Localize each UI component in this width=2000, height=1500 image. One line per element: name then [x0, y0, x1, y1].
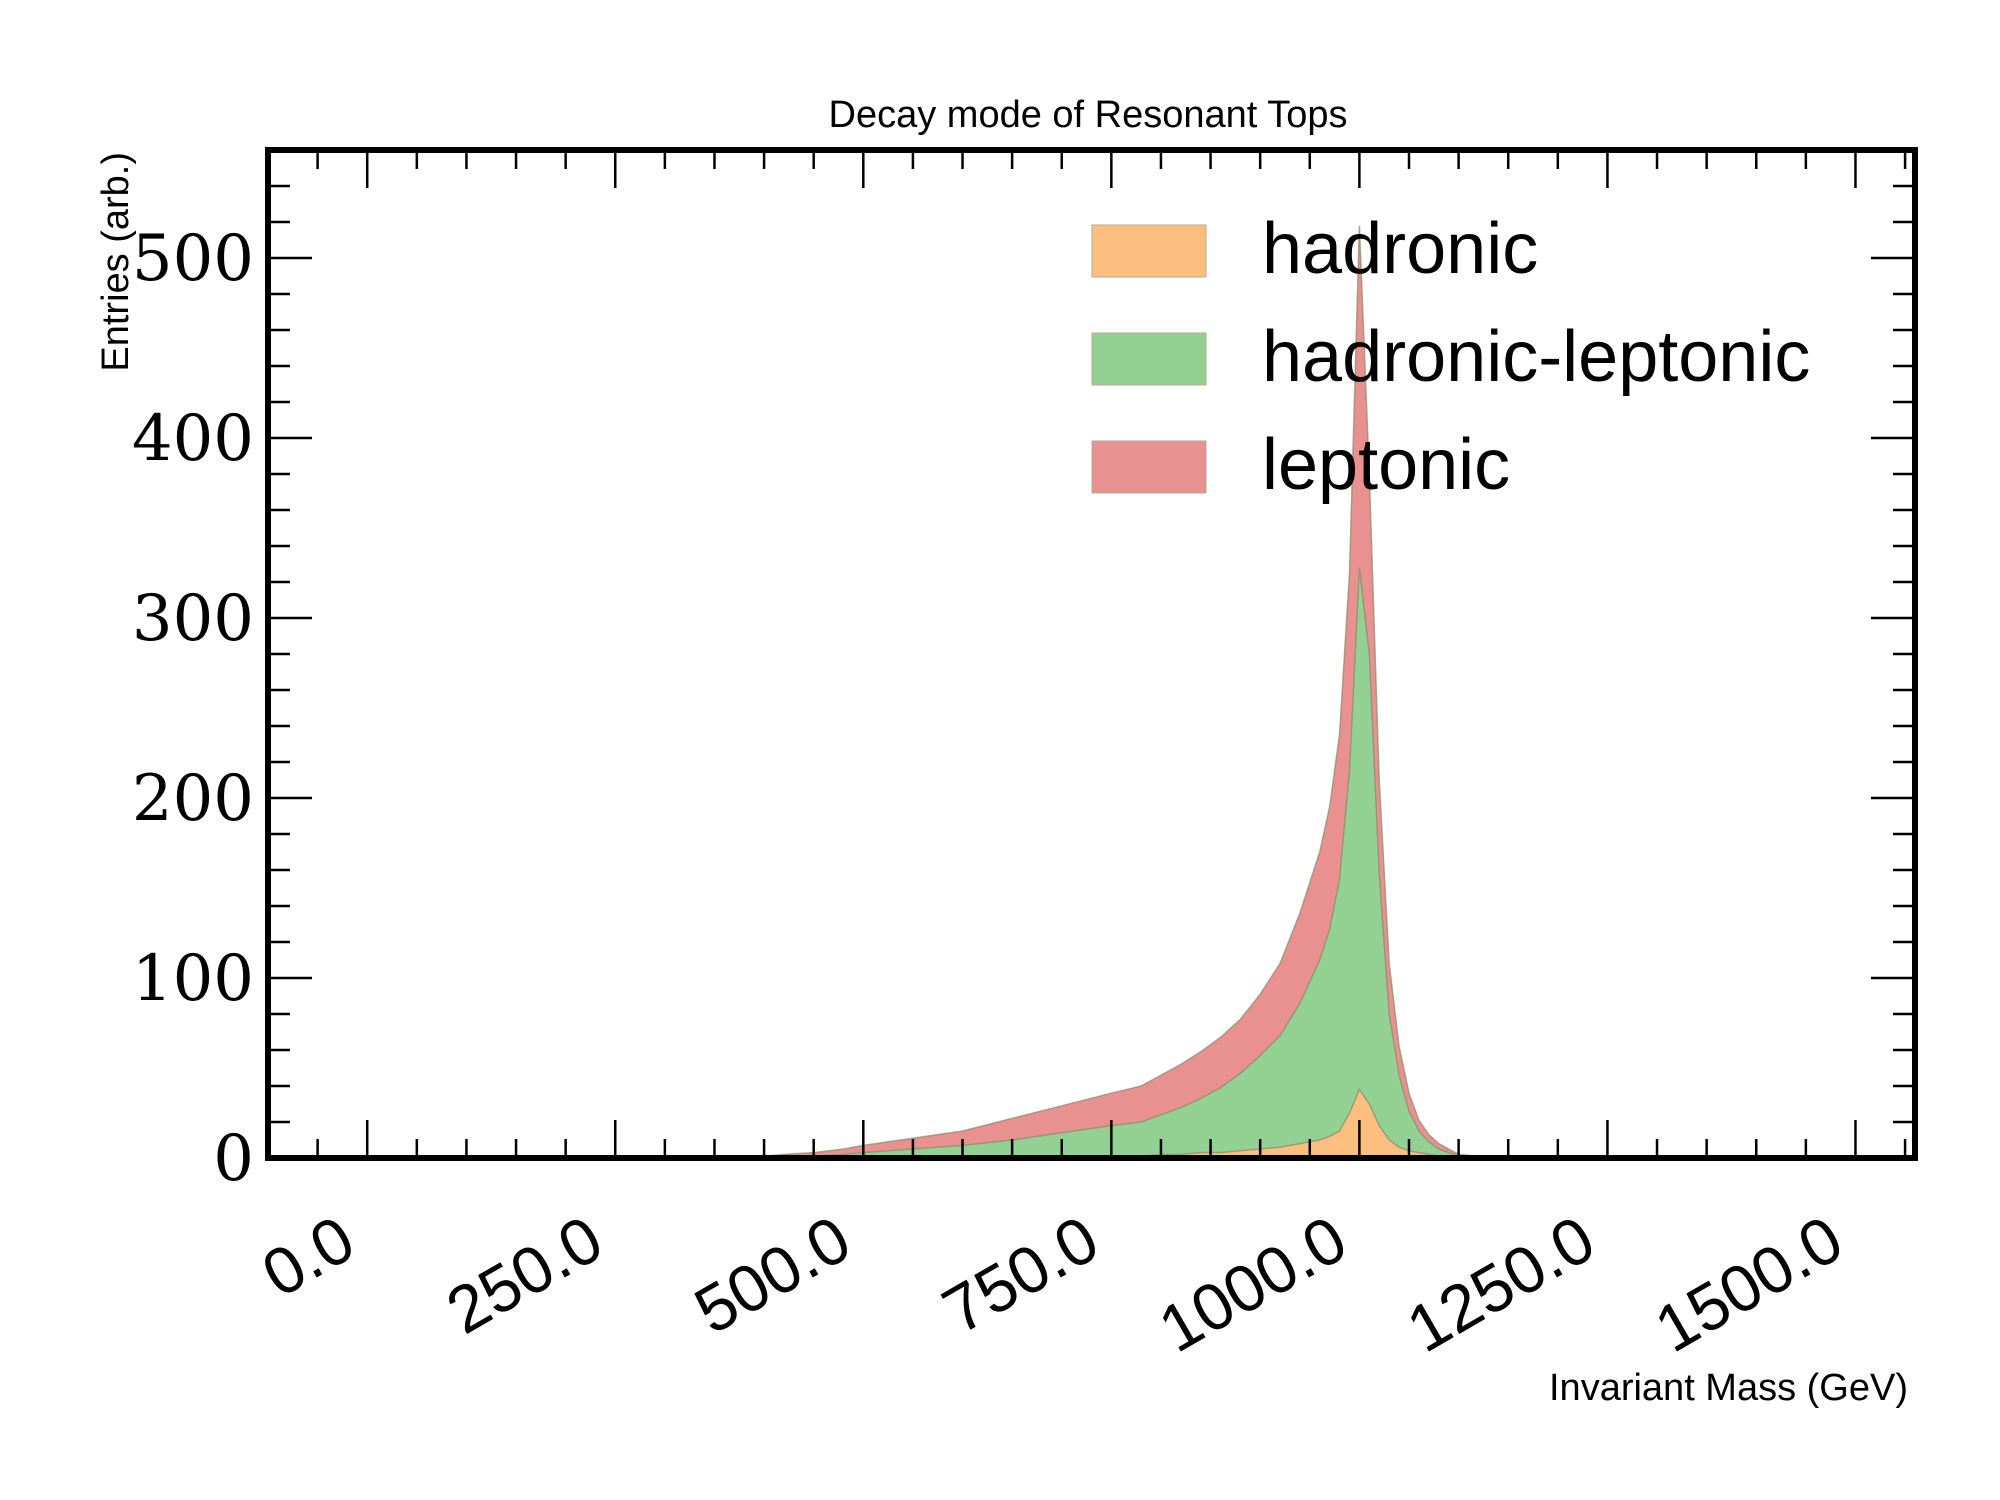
- legend: hadronic hadronic-leptonic leptonic: [1091, 209, 1810, 505]
- x-tick-label: 500.0: [682, 1201, 862, 1348]
- legend-swatch-hadronic-leptonic: [1091, 332, 1207, 386]
- y-tick-labels: 0 100 200 300 400 500: [132, 222, 254, 1196]
- legend-label-hadronic: hadronic: [1262, 209, 1538, 289]
- x-axis-label: Invariant Mass (GeV): [1549, 1367, 1908, 1409]
- legend-label-leptonic: leptonic: [1262, 425, 1510, 505]
- x-tick-label: 1500.0: [1643, 1201, 1855, 1366]
- y-tick-label: 400: [132, 402, 254, 476]
- y-tick-label: 100: [132, 942, 254, 1016]
- chart-title: Decay mode of Resonant Tops: [829, 94, 1348, 136]
- legend-swatch-hadronic: [1091, 224, 1207, 278]
- y-tick-label: 500: [132, 222, 254, 296]
- x-tick-label: 0.0: [250, 1201, 366, 1311]
- y-tick-label: 300: [132, 582, 254, 656]
- x-tick-labels: 0.0 250.0 500.0 750.0 1000.0 1250.0 1500.0: [250, 1201, 1855, 1366]
- y-tick-label: 200: [132, 762, 254, 836]
- x-tick-label: 750.0: [930, 1201, 1110, 1348]
- y-axis-label: Entries (arb.): [95, 152, 137, 372]
- axis-ticks: [268, 148, 1915, 1160]
- legend-label-hadronic-leptonic: hadronic-leptonic: [1262, 317, 1810, 397]
- plot-frame: [265, 147, 1918, 1161]
- x-tick-label: 250.0: [434, 1201, 614, 1348]
- legend-swatch-leptonic: [1091, 440, 1207, 494]
- x-tick-label: 1000.0: [1147, 1201, 1359, 1366]
- x-tick-label: 1250.0: [1395, 1201, 1607, 1366]
- area-hadronic-leptonic: [744, 567, 1757, 1159]
- y-tick-label: 0: [213, 1122, 254, 1196]
